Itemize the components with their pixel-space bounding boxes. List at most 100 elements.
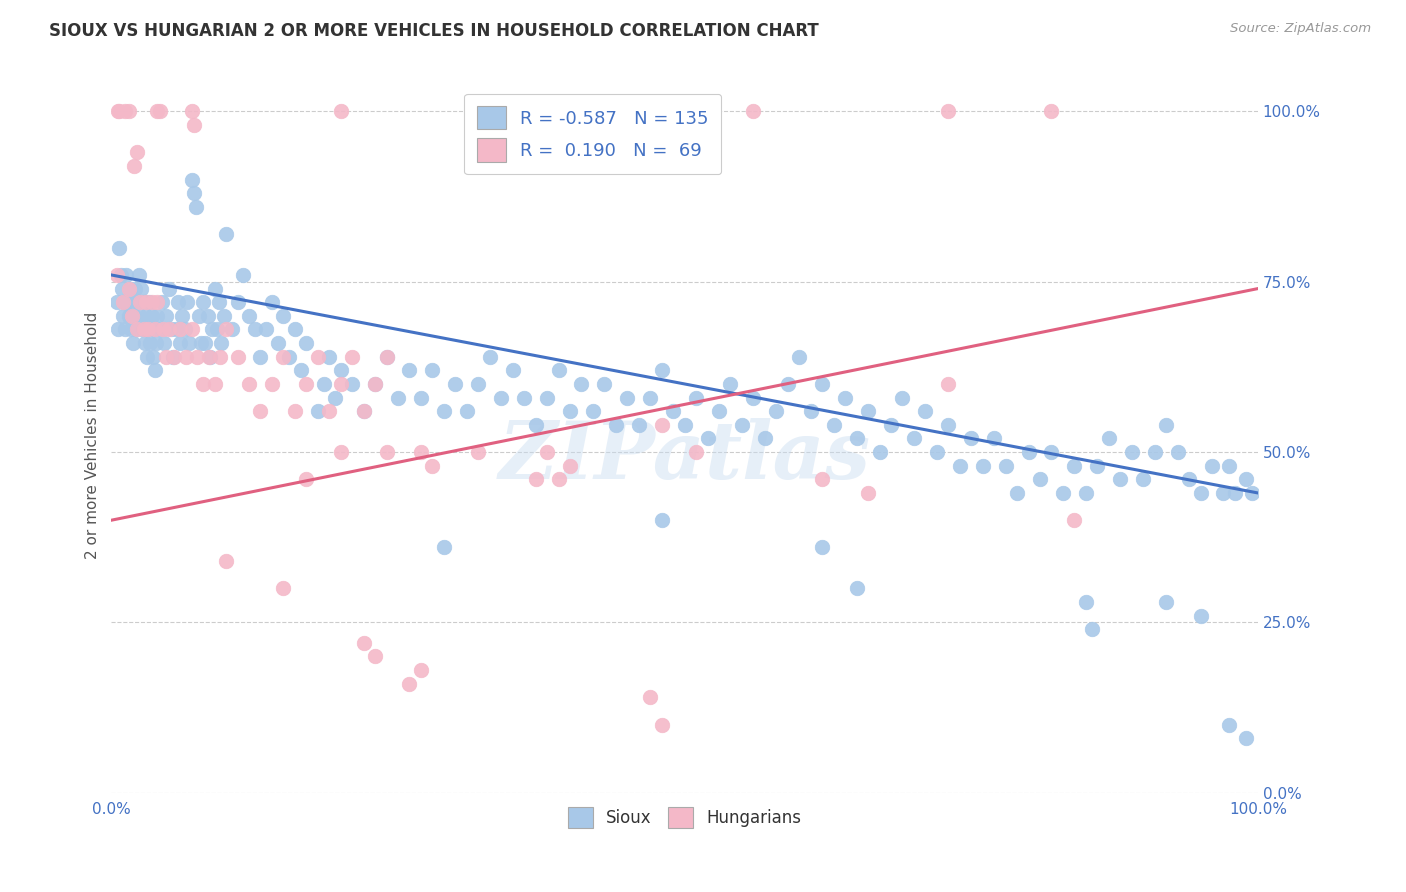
Point	[138, 295, 160, 310]
Point	[1029, 472, 1052, 486]
Point	[1154, 417, 1177, 432]
Point	[364, 649, 387, 664]
Point	[134, 336, 156, 351]
Point	[1178, 472, 1201, 486]
Point	[141, 295, 163, 310]
Point	[307, 350, 329, 364]
Point	[742, 391, 765, 405]
Point	[162, 350, 184, 364]
Point	[110, 268, 132, 282]
Point	[696, 432, 718, 446]
Point	[409, 445, 432, 459]
Point	[204, 376, 226, 391]
Point	[150, 295, 173, 310]
Point	[1052, 486, 1074, 500]
Point	[108, 241, 131, 255]
Point	[307, 404, 329, 418]
Point	[254, 322, 277, 336]
Point	[1218, 458, 1240, 473]
Point	[936, 376, 959, 391]
Point	[107, 322, 129, 336]
Point	[662, 404, 685, 418]
Point	[891, 391, 914, 405]
Point	[143, 322, 166, 336]
Point	[143, 363, 166, 377]
Point	[547, 472, 569, 486]
Point	[278, 350, 301, 364]
Point	[571, 376, 593, 391]
Point	[273, 350, 295, 364]
Point	[284, 322, 307, 336]
Point	[329, 104, 352, 119]
Point	[558, 404, 581, 418]
Point	[121, 295, 143, 310]
Point	[1005, 486, 1028, 500]
Point	[295, 376, 318, 391]
Point	[375, 445, 398, 459]
Point	[167, 295, 190, 310]
Point	[146, 104, 169, 119]
Point	[148, 104, 170, 119]
Point	[329, 445, 352, 459]
Point	[1241, 486, 1264, 500]
Point	[111, 295, 134, 310]
Point	[201, 322, 224, 336]
Point	[651, 363, 673, 377]
Point	[638, 690, 661, 705]
Point	[651, 417, 673, 432]
Point	[776, 376, 799, 391]
Point	[1189, 486, 1212, 500]
Point	[800, 404, 823, 418]
Point	[120, 322, 142, 336]
Point	[340, 350, 363, 364]
Point	[190, 336, 212, 351]
Point	[114, 322, 136, 336]
Point	[169, 336, 191, 351]
Point	[489, 391, 512, 405]
Point	[176, 295, 198, 310]
Point	[191, 376, 214, 391]
Point	[204, 282, 226, 296]
Point	[114, 104, 136, 119]
Point	[1143, 445, 1166, 459]
Point	[117, 282, 139, 296]
Point	[856, 404, 879, 418]
Point	[433, 541, 456, 555]
Point	[983, 432, 1005, 446]
Point	[135, 295, 157, 310]
Point	[112, 295, 135, 310]
Point	[124, 309, 146, 323]
Point	[903, 432, 925, 446]
Text: ZIPatlas: ZIPatlas	[499, 417, 870, 495]
Point	[856, 486, 879, 500]
Point	[111, 309, 134, 323]
Point	[284, 404, 307, 418]
Point	[467, 445, 489, 459]
Point	[139, 336, 162, 351]
Point	[111, 282, 134, 296]
Point	[215, 554, 238, 568]
Point	[169, 322, 191, 336]
Point	[295, 472, 318, 486]
Point	[811, 541, 834, 555]
Point	[1234, 472, 1257, 486]
Point	[118, 282, 141, 296]
Point	[1167, 445, 1189, 459]
Point	[136, 350, 159, 364]
Point	[132, 322, 155, 336]
Point	[146, 309, 169, 323]
Point	[187, 309, 209, 323]
Point	[238, 309, 260, 323]
Point	[260, 376, 283, 391]
Point	[295, 336, 318, 351]
Point	[125, 322, 148, 336]
Point	[238, 376, 260, 391]
Point	[211, 336, 233, 351]
Point	[108, 104, 131, 119]
Point	[1154, 595, 1177, 609]
Point	[136, 322, 159, 336]
Y-axis label: 2 or more Vehicles in Household: 2 or more Vehicles in Household	[86, 311, 100, 558]
Point	[180, 322, 202, 336]
Point	[312, 376, 335, 391]
Point	[398, 676, 420, 690]
